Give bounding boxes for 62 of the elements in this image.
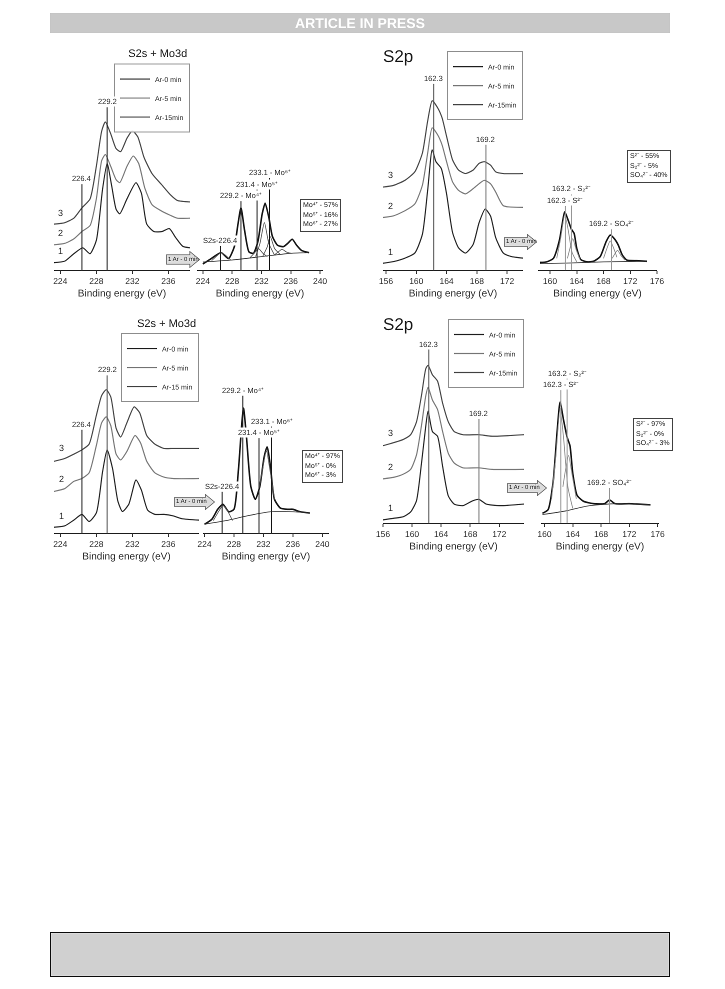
x-tick-label: 176: [650, 276, 664, 286]
x-tick-label: 224: [53, 276, 68, 286]
annotation: 2: [58, 228, 64, 238]
x-axis-title: Binding energy (eV): [553, 288, 642, 300]
x-tick-label: 160: [404, 529, 420, 540]
x-tick-label: 172: [622, 529, 637, 540]
x-tick-label: 168: [470, 276, 484, 286]
x-tick-label: 164: [570, 276, 584, 286]
x-axis-title: Binding energy (eV): [409, 542, 498, 553]
x-tick-label: 168: [594, 529, 608, 540]
x-tick-label: 232: [125, 539, 140, 550]
x-tick-label: 172: [500, 276, 514, 286]
x-tick-label: 156: [376, 529, 390, 540]
annotation: 3: [388, 170, 394, 180]
x-tick-label: 236: [161, 539, 176, 550]
annotation: 2: [59, 474, 64, 484]
x-tick-label: 224: [197, 539, 212, 550]
x-tick-label: 164: [439, 276, 454, 286]
x-axis-title: Binding energy (eV): [82, 552, 171, 563]
x-tick-label: 236: [161, 276, 176, 286]
x-tick-label: 164: [434, 529, 448, 540]
x-tick-label: 160: [409, 276, 424, 286]
x-tick-label: 228: [225, 276, 240, 286]
annotation: 1: [388, 503, 394, 513]
x-tick-label: 160: [542, 276, 558, 286]
x-tick-label: 224: [196, 276, 210, 286]
x-tick-label: 168: [463, 529, 478, 540]
x-tick-label: 228: [89, 276, 104, 286]
annotation: 1: [58, 246, 64, 256]
x-tick-label: 232: [256, 539, 271, 550]
x-tick-label: 156: [378, 276, 394, 286]
chart-title: S2s + Mo3d: [137, 318, 196, 330]
x-tick-label: 236: [284, 276, 298, 286]
x-tick-label: 168: [596, 276, 611, 286]
chart-title: S2p: [383, 46, 414, 66]
x-axis-title: Binding energy (eV): [216, 288, 304, 300]
annotation: 2: [388, 462, 394, 472]
x-tick-label: 224: [53, 539, 68, 550]
x-axis-title: Binding energy (eV): [222, 552, 310, 563]
x-tick-label: 228: [89, 539, 104, 550]
x-tick-label: 164: [566, 529, 580, 540]
x-axis-title: Binding energy (eV): [556, 542, 644, 553]
annotation: 3: [58, 208, 64, 218]
x-tick-label: 160: [537, 529, 552, 540]
x-tick-label: 240: [315, 539, 330, 550]
x-tick-label: 232: [254, 276, 269, 286]
annotation: 1: [388, 247, 394, 257]
x-tick-label: 176: [650, 529, 665, 540]
x-tick-label: 228: [226, 539, 242, 550]
x-tick-label: 172: [492, 529, 507, 540]
annotation: 3: [59, 443, 64, 453]
annotation: 3: [388, 428, 394, 438]
x-axis-title: Binding energy (eV): [408, 288, 498, 300]
x-tick-label: 232: [125, 276, 140, 286]
x-tick-label: 236: [286, 539, 300, 550]
x-tick-label: 240: [312, 276, 328, 286]
x-tick-label: 172: [623, 276, 638, 286]
chart-title: S2s + Mo3d: [128, 48, 188, 60]
chart-title: S2p: [383, 314, 414, 334]
annotation: 2: [388, 201, 394, 211]
x-axis-title: Binding energy (eV): [78, 288, 166, 300]
annotation: 1: [59, 511, 64, 521]
